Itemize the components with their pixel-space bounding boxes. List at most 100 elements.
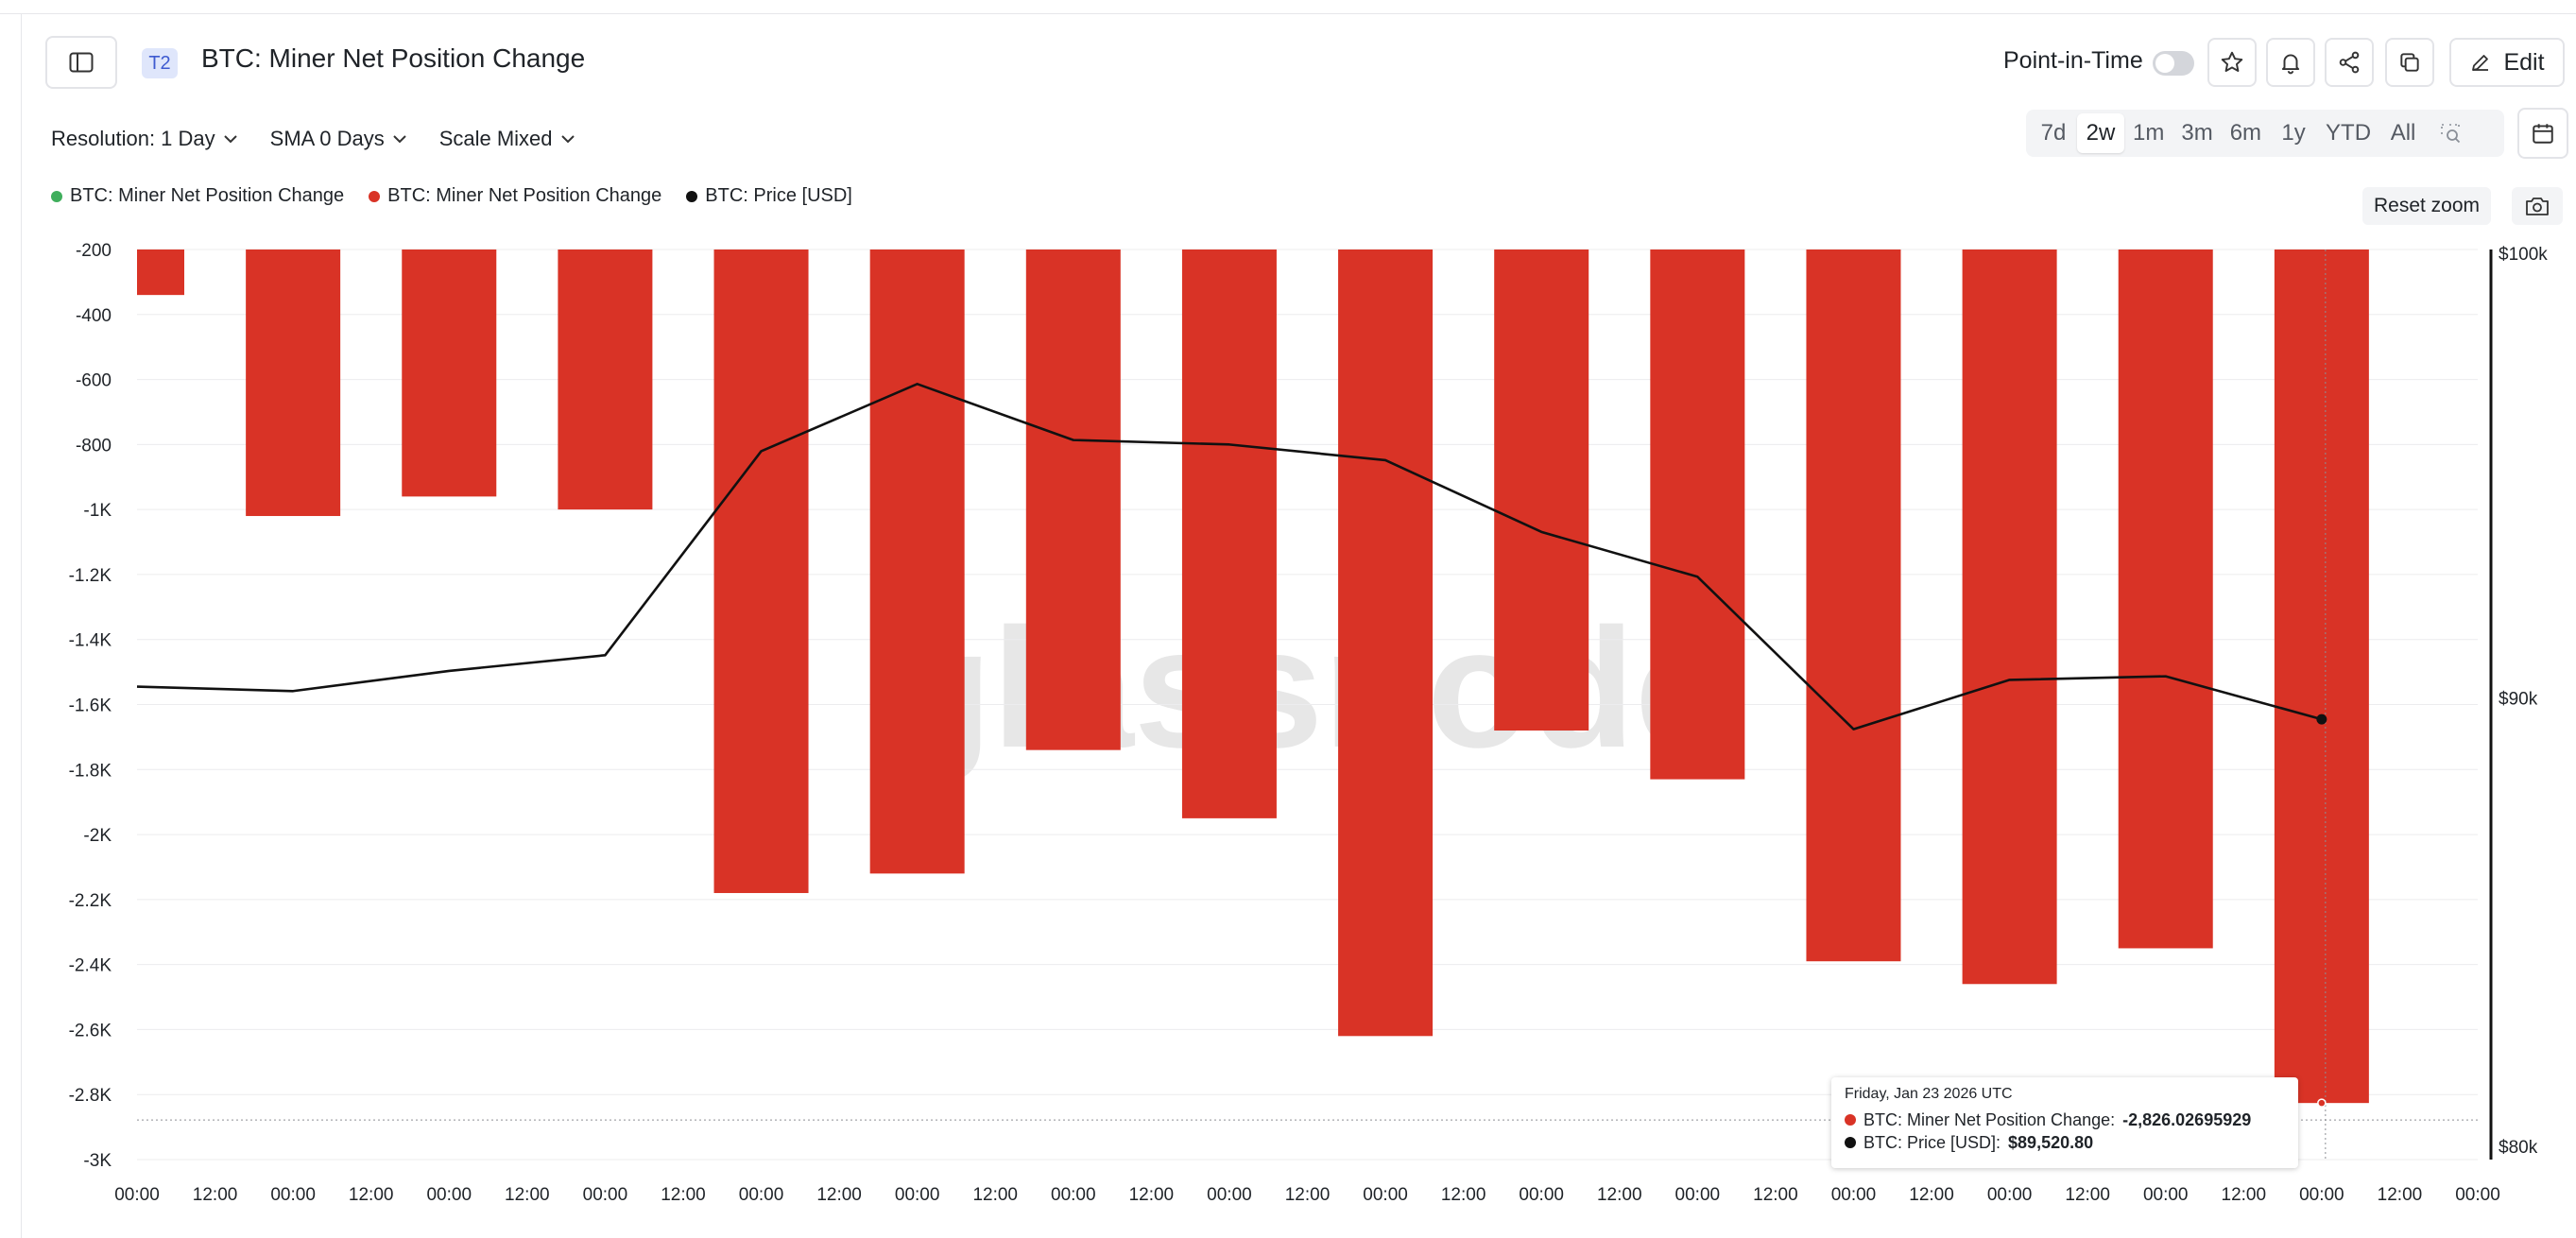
- x-tick-label: 12:00: [1597, 1185, 1642, 1205]
- x-tick-label: 12:00: [1909, 1185, 1954, 1205]
- pencil-icon: [2472, 55, 2489, 71]
- legend-item-netpos-positive[interactable]: BTC: Miner Net Position Change: [51, 185, 344, 207]
- bar[interactable]: [402, 249, 497, 497]
- bar[interactable]: [2118, 249, 2213, 949]
- y-tick-label: -400: [76, 306, 112, 326]
- share-button[interactable]: [2325, 38, 2374, 87]
- legend-item-price[interactable]: BTC: Price [USD]: [686, 185, 852, 207]
- y-tick-label: -2.6K: [69, 1021, 112, 1040]
- reset-zoom-button[interactable]: Reset zoom: [2362, 187, 2491, 225]
- calendar-icon: [2533, 124, 2553, 144]
- edit-button[interactable]: Edit: [2449, 38, 2565, 87]
- x-tick-label: 12:00: [816, 1185, 862, 1205]
- tooltip-row-price: BTC: Price [USD]: $89,520.80: [1845, 1131, 2285, 1154]
- legend-dot: [51, 190, 62, 202]
- alert-button[interactable]: [2266, 38, 2315, 87]
- legend-item-netpos-negative[interactable]: BTC: Miner Net Position Change: [369, 185, 661, 207]
- tooltip-row-netpos: BTC: Miner Net Position Change: -2,826.0…: [1845, 1109, 2285, 1131]
- chevron-down-icon: [223, 135, 237, 144]
- left-axis: -200 -400 -600 -800 -1K -1.2K -1.4K -1.6K -1.8K -…: [69, 241, 112, 1171]
- price-line[interactable]: [136, 383, 2323, 731]
- x-tick-label: 12:00: [2222, 1185, 2267, 1205]
- bar[interactable]: [1650, 249, 1745, 780]
- y-tick-label: -2K: [83, 826, 112, 846]
- copy-icon: [2400, 53, 2419, 72]
- resolution-dropdown[interactable]: Resolution: 1 Day: [51, 123, 238, 155]
- x-tick-label: 00:00: [1675, 1185, 1721, 1205]
- range-3m[interactable]: 3m: [2181, 120, 2213, 146]
- bar[interactable]: [2274, 249, 2369, 1104]
- edit-label: Edit: [2503, 48, 2545, 76]
- bar[interactable]: [1338, 249, 1434, 1037]
- sidebar-icon: [69, 52, 94, 73]
- sma-dropdown[interactable]: SMA 0 Days: [270, 123, 407, 155]
- x-tick-label: 00:00: [114, 1185, 160, 1205]
- y-tick-label: -3K: [83, 1151, 112, 1171]
- y-tick-label: -200: [76, 241, 112, 261]
- price-series: [136, 383, 2327, 1108]
- favorite-button[interactable]: [2207, 38, 2257, 87]
- y-right-tick-label: $90k: [2499, 689, 2538, 709]
- bar[interactable]: [1025, 249, 1121, 750]
- point-in-time-toggle[interactable]: [2153, 51, 2194, 76]
- bar[interactable]: [1494, 249, 1589, 731]
- time-range-selector: 7d 2w 1m 3m 6m 1y YTD All: [2026, 110, 2504, 157]
- resolution-label: Resolution: 1 Day: [51, 127, 215, 150]
- duplicate-button[interactable]: [2385, 38, 2434, 87]
- y-tick-label: -1.8K: [69, 761, 112, 781]
- x-tick-label: 00:00: [2455, 1185, 2500, 1205]
- scale-dropdown[interactable]: Scale Mixed: [439, 123, 575, 155]
- y-tick-label: -800: [76, 436, 112, 456]
- y-tick-label: -1.2K: [69, 566, 112, 586]
- range-6m[interactable]: 6m: [2229, 120, 2262, 146]
- range-1y[interactable]: 1y: [2281, 120, 2306, 146]
- legend-dot: [686, 190, 698, 202]
- x-tick-label: 12:00: [661, 1185, 706, 1205]
- x-tick-label: 00:00: [1987, 1185, 2033, 1205]
- toggle-sidebar-button[interactable]: [45, 36, 117, 89]
- date-picker-button[interactable]: [2517, 108, 2568, 159]
- legend-label: BTC: Miner Net Position Change: [387, 185, 662, 206]
- x-tick-label: 12:00: [1753, 1185, 1798, 1205]
- bar[interactable]: [558, 249, 653, 510]
- range-all[interactable]: All: [2390, 120, 2416, 146]
- y-tick-label: -1.4K: [69, 631, 112, 651]
- y-tick-label: -1.6K: [69, 696, 112, 716]
- tooltip-value: $89,520.80: [2008, 1132, 2094, 1152]
- chart-controls: Resolution: 1 Day SMA 0 Days Scale Mixed: [51, 123, 608, 155]
- star-icon: [2221, 51, 2243, 72]
- range-1m[interactable]: 1m: [2133, 120, 2165, 146]
- point-in-time-label: Point-in-Time: [2003, 47, 2143, 74]
- tooltip-value: -2,826.02695929: [2122, 1109, 2252, 1129]
- bar[interactable]: [1962, 249, 2057, 985]
- bar[interactable]: [1806, 249, 1901, 962]
- range-ytd[interactable]: YTD: [2326, 120, 2372, 146]
- grid-lines: [137, 249, 2478, 1161]
- bar[interactable]: [1181, 249, 1277, 818]
- hover-crosshair: [137, 249, 2478, 1160]
- left-divider: [21, 13, 22, 1238]
- bar[interactable]: [869, 249, 965, 874]
- x-tick-label: 12:00: [1441, 1185, 1486, 1205]
- x-tick-label: 12:00: [1285, 1185, 1331, 1205]
- x-tick-label: 00:00: [426, 1185, 472, 1205]
- sma-label: SMA 0 Days: [269, 127, 385, 150]
- chevron-down-icon: [560, 135, 575, 144]
- bar[interactable]: [137, 249, 184, 296]
- range-2w[interactable]: 2w: [2077, 113, 2124, 153]
- bar[interactable]: [246, 249, 341, 517]
- right-axis: $80k $90k $100k: [2489, 245, 2548, 1160]
- toggle-knob: [2155, 54, 2174, 73]
- x-tick-label: 00:00: [1519, 1185, 1564, 1205]
- bar[interactable]: [713, 249, 809, 893]
- chart-legend: BTC: Miner Net Position Change BTC: Mine…: [51, 185, 852, 207]
- x-tick-label: 12:00: [505, 1185, 550, 1205]
- bar-marker: [2317, 1098, 2327, 1108]
- zoom-select-button[interactable]: [2427, 113, 2474, 153]
- x-tick-label: 12:00: [349, 1185, 394, 1205]
- screenshot-button[interactable]: [2512, 187, 2563, 225]
- legend-dot: [369, 190, 381, 202]
- x-tick-label: 00:00: [739, 1185, 784, 1205]
- range-7d[interactable]: 7d: [2040, 120, 2067, 146]
